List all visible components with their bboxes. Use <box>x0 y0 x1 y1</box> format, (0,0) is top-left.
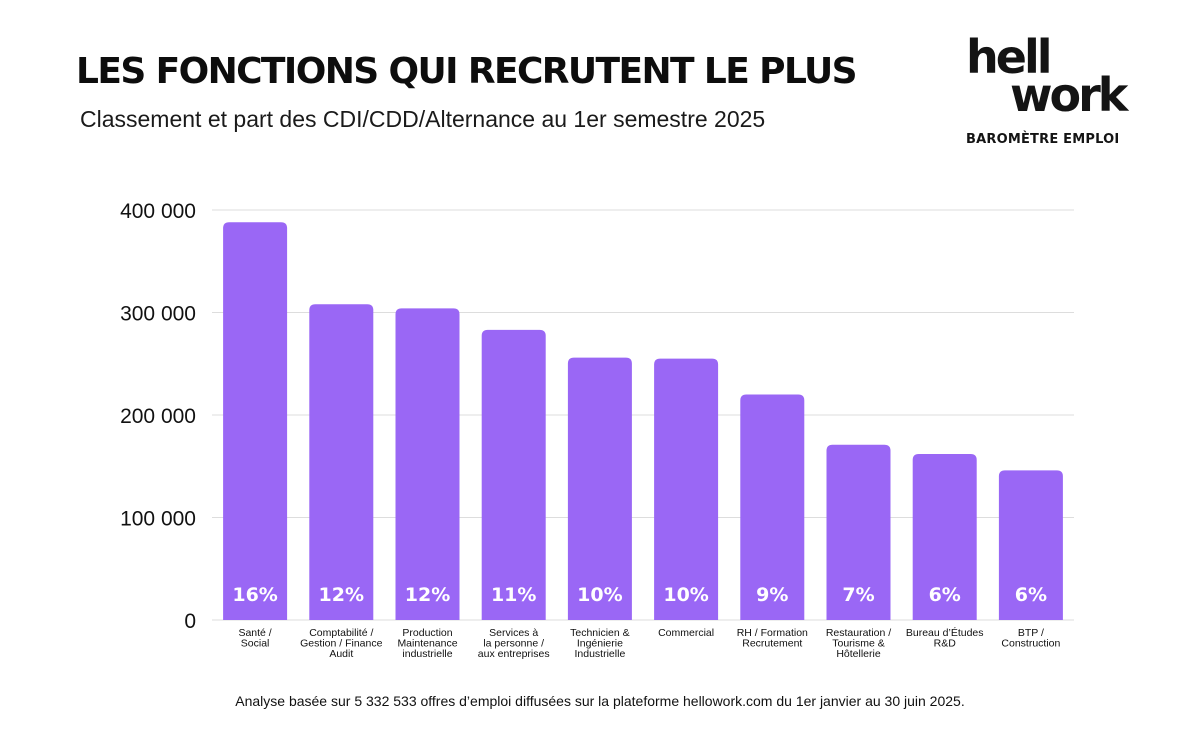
bar <box>223 222 288 621</box>
bar-data-label: 11% <box>491 584 536 606</box>
footer-note: Analyse basée sur 5 332 533 offres d’emp… <box>235 693 965 709</box>
x-tick-label: Gestion / Finance <box>300 638 382 650</box>
bar <box>826 444 891 620</box>
page-subtitle: Classement et part des CDI/CDD/Alternanc… <box>80 106 766 132</box>
x-tick-label: Recrutement <box>742 638 802 650</box>
x-tick-label: Ingénierie <box>577 638 623 650</box>
bar-data-label: 7% <box>842 584 874 606</box>
bar-data-label: 9% <box>756 584 788 606</box>
bar-data-label: 6% <box>1015 584 1047 606</box>
x-tick-label: industrielle <box>402 648 452 660</box>
bar <box>912 453 977 620</box>
bar-data-label: 12% <box>319 584 364 606</box>
x-tick-label: Construction <box>1001 638 1060 650</box>
x-tick-label: Maintenance <box>397 638 457 650</box>
bar-data-label: 12% <box>405 584 450 606</box>
bar <box>654 358 719 620</box>
bar <box>395 308 460 620</box>
y-tick-label: 300 000 <box>120 303 196 326</box>
x-tick-label: Comptabilité / <box>309 627 373 639</box>
bar <box>567 357 632 620</box>
x-tick-label: R&D <box>934 638 957 650</box>
bar-data-label: 6% <box>929 584 961 606</box>
x-tick-label: aux entreprises <box>478 648 550 660</box>
x-tick-label: Restauration / <box>826 627 891 639</box>
y-tick-label: 200 000 <box>120 405 196 428</box>
bar-data-label: 10% <box>663 584 708 606</box>
bar <box>481 329 546 620</box>
page-title: LES FONCTIONS QUI RECRUTENT LE PLUS <box>76 51 858 92</box>
x-tick-label: Industrielle <box>575 648 626 660</box>
logo-line-1: hell <box>966 30 1052 84</box>
bar <box>998 470 1063 620</box>
x-tick-label: Production <box>402 627 452 639</box>
x-tick-label: la personne / <box>483 638 544 650</box>
logo-line-2: work <box>1010 68 1128 122</box>
bar-data-label: 16% <box>232 584 277 606</box>
x-tick-label: Social <box>241 638 270 650</box>
x-tick-label: Services à <box>489 627 538 639</box>
y-tick-label: 0 <box>184 610 196 633</box>
bar <box>309 304 374 620</box>
hellowork-logo: hell work <box>958 30 1134 122</box>
x-tick-label: Bureau d’Études <box>906 626 984 639</box>
x-tick-label: Tourisme & <box>832 638 885 650</box>
logo-tagline: BAROMÈTRE EMPLOI <box>966 132 1120 147</box>
bar <box>740 394 805 620</box>
y-tick-label: 400 000 <box>120 200 196 223</box>
x-tick-label: Technicien & <box>570 627 630 639</box>
x-tick-label: RH / Formation <box>737 627 808 639</box>
x-tick-label: Santé / <box>238 627 271 639</box>
x-tick-label: Hôtellerie <box>836 648 881 660</box>
bar-data-label: 10% <box>577 584 622 606</box>
x-tick-label: Audit <box>329 648 353 660</box>
x-tick-label: Commercial <box>658 627 714 639</box>
x-tick-label: BTP / <box>1018 627 1044 639</box>
y-tick-label: 100 000 <box>120 508 196 531</box>
